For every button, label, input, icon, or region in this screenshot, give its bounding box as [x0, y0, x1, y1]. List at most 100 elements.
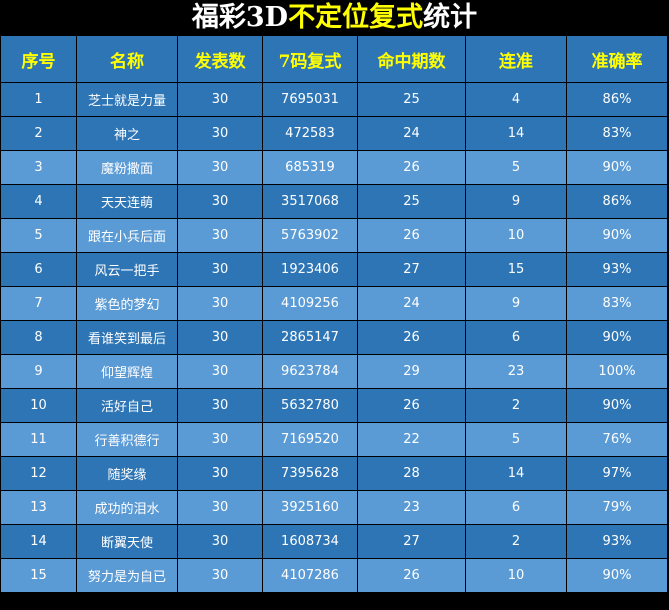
table-row: 7 紫色的梦幻 30 4109256 24 9 83% — [0, 286, 668, 321]
table-cell: 芝士就是力量 — [76, 82, 178, 117]
table-cell: 30 — [177, 490, 263, 525]
table-cell: 5 — [0, 218, 77, 253]
table-cell: 3517068 — [262, 184, 358, 219]
column-header: 命中期数 — [357, 35, 466, 83]
table-cell: 25 — [357, 184, 466, 219]
table-cell: 97% — [566, 456, 668, 491]
table-cell: 1923406 — [262, 252, 358, 287]
table-cell: 7 — [0, 286, 77, 321]
table-cell: 15 — [0, 558, 77, 593]
table-cell: 6 — [465, 320, 567, 355]
table-cell: 9 — [465, 184, 567, 219]
column-header: 准确率 — [566, 35, 668, 83]
table-cell: 93% — [566, 524, 668, 559]
table-row: 11 行善积德行 30 7169520 22 5 76% — [0, 422, 668, 457]
table-cell: 活好自己 — [76, 388, 178, 423]
table-cell: 随奖缘 — [76, 456, 178, 491]
title-part3: 统计 — [423, 2, 478, 33]
title-part2: 不定位复式 — [288, 2, 424, 33]
table-cell: 30 — [177, 354, 263, 389]
table-cell: 6 — [465, 490, 567, 525]
table-cell: 25 — [357, 82, 466, 117]
table-cell: 1 — [0, 82, 77, 117]
table-cell: 30 — [177, 524, 263, 559]
table-cell: 行善积德行 — [76, 422, 178, 457]
table-cell: 30 — [177, 116, 263, 151]
table-cell: 7395628 — [262, 456, 358, 491]
table-cell: 11 — [0, 422, 77, 457]
table-cell: 90% — [566, 388, 668, 423]
table-row: 13 成功的泪水 30 3925160 23 6 79% — [0, 490, 668, 525]
table-cell: 2 — [465, 388, 567, 423]
table-cell: 86% — [566, 82, 668, 117]
table-row: 5 跟在小兵后面 30 5763902 26 10 90% — [0, 218, 668, 253]
table-row: 2 神之 30 472583 24 14 83% — [0, 116, 668, 151]
table-cell: 30 — [177, 388, 263, 423]
table-row: 12 随奖缘 30 7395628 28 14 97% — [0, 456, 668, 491]
table-cell: 风云一把手 — [76, 252, 178, 287]
table-cell: 26 — [357, 218, 466, 253]
table-cell: 30 — [177, 422, 263, 457]
table-cell: 魔粉撒面 — [76, 150, 178, 185]
table-cell: 90% — [566, 320, 668, 355]
table-row: 4 天天连萌 30 3517068 25 9 86% — [0, 184, 668, 219]
column-header: 发表数 — [177, 35, 263, 83]
page-title: 福彩3D不定位复式统计 — [0, 0, 669, 35]
table-cell: 27 — [357, 252, 466, 287]
table-cell: 90% — [566, 150, 668, 185]
table-cell: 14 — [0, 524, 77, 559]
table-cell: 10 — [0, 388, 77, 423]
table-cell: 4 — [465, 82, 567, 117]
table-cell: 83% — [566, 286, 668, 321]
table-cell: 29 — [357, 354, 466, 389]
table-cell: 紫色的梦幻 — [76, 286, 178, 321]
table-cell: 100% — [566, 354, 668, 389]
table-cell: 30 — [177, 184, 263, 219]
table-cell: 8 — [0, 320, 77, 355]
table-cell: 26 — [357, 388, 466, 423]
table-cell: 10 — [465, 218, 567, 253]
column-header: 名称 — [76, 35, 178, 83]
table-cell: 断翼天使 — [76, 524, 178, 559]
table-cell: 成功的泪水 — [76, 490, 178, 525]
table-cell: 24 — [357, 286, 466, 321]
table-cell: 28 — [357, 456, 466, 491]
table-cell: 26 — [357, 558, 466, 593]
table-row: 9 仰望辉煌 30 9623784 29 23 100% — [0, 354, 668, 389]
table-cell: 93% — [566, 252, 668, 287]
column-header: 连准 — [465, 35, 567, 83]
table-cell: 30 — [177, 252, 263, 287]
header-row: 序号 名称 发表数 7码复式 命中期数 连准 准确率 — [0, 35, 668, 83]
table-cell: 90% — [566, 558, 668, 593]
table-cell: 13 — [0, 490, 77, 525]
table-cell: 23 — [357, 490, 466, 525]
table-cell: 30 — [177, 320, 263, 355]
table-cell: 14 — [465, 456, 567, 491]
table-cell: 15 — [465, 252, 567, 287]
table-cell: 27 — [357, 524, 466, 559]
table-cell: 30 — [177, 82, 263, 117]
table-cell: 472583 — [262, 116, 358, 151]
stats-table: 序号 名称 发表数 7码复式 命中期数 连准 准确率 1 芝士就是力量 30 7695031 25 4… — [0, 35, 668, 593]
table-cell: 4 — [0, 184, 77, 219]
table-cell: 天天连萌 — [76, 184, 178, 219]
table-cell: 9 — [0, 354, 77, 389]
column-header: 7码复式 — [262, 35, 358, 83]
table-cell: 5 — [465, 422, 567, 457]
table-cell: 9 — [465, 286, 567, 321]
table-cell: 23 — [465, 354, 567, 389]
table-cell: 10 — [465, 558, 567, 593]
table-cell: 7695031 — [262, 82, 358, 117]
table-cell: 86% — [566, 184, 668, 219]
table-cell: 5 — [465, 150, 567, 185]
table-row: 15 努力是为自已 30 4107286 26 10 90% — [0, 558, 668, 593]
table-row: 10 活好自己 30 5632780 26 2 90% — [0, 388, 668, 423]
table-cell: 26 — [357, 150, 466, 185]
table-cell: 仰望辉煌 — [76, 354, 178, 389]
table-cell: 3925160 — [262, 490, 358, 525]
table-cell: 685319 — [262, 150, 358, 185]
table-cell: 26 — [357, 320, 466, 355]
table-row: 1 芝士就是力量 30 7695031 25 4 86% — [0, 82, 668, 117]
table-cell: 7169520 — [262, 422, 358, 457]
table-row: 14 断翼天使 30 1608734 27 2 93% — [0, 524, 668, 559]
